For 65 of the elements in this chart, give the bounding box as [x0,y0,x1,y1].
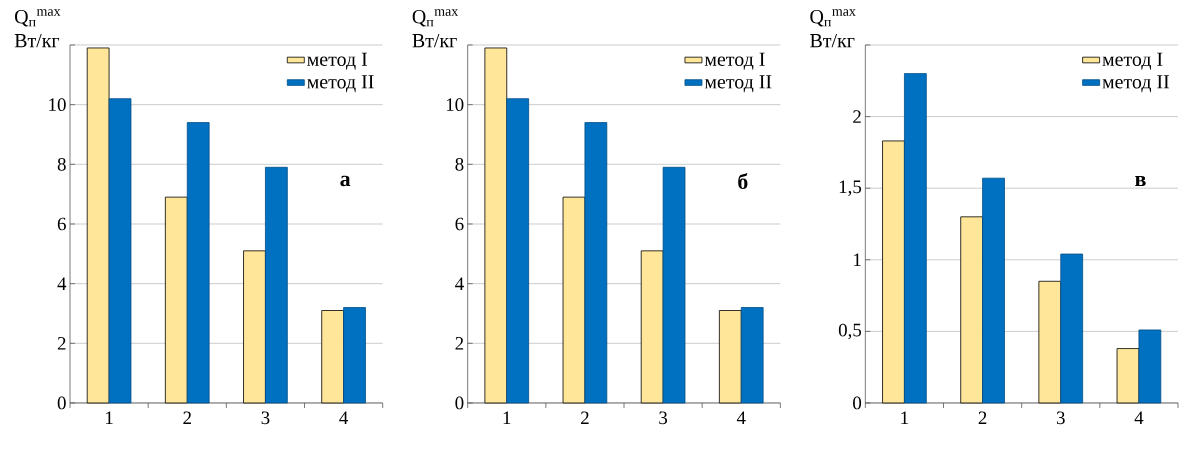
bar [982,177,1005,404]
annotation: в [1135,175,1146,187]
x-tick-label: 1 [901,411,909,424]
text: Q$_{п}$max Вт/кг [14,9,61,48]
x-tick-label: 2 [183,411,191,425]
x-tick-label: 3 [261,411,270,425]
y-tick-label: 1,5 [839,180,862,196]
y-tick-label: 1 [854,253,861,267]
x-tick-label: 4 [736,411,746,424]
bar [343,307,366,404]
bar [640,250,664,404]
bar [1038,280,1062,404]
bar [164,196,188,404]
x-tick-label: 4 [1134,411,1144,424]
bar [265,166,288,404]
bar [108,98,132,404]
y-tick-label: 4 [455,277,464,290]
x-tick-label: 3 [659,411,668,425]
y-tick-label: 2 [455,337,464,350]
y-tick-label: 6 [455,217,464,231]
x-tick-label: 3 [1056,411,1065,425]
y-tick-label: 4 [57,277,67,290]
legend-label: метод I [307,52,368,70]
y-tick-label: 0 [57,396,66,410]
annotation: б [738,173,748,189]
legend-label: метод I [704,52,765,70]
y-tick-label: 2 [853,110,861,123]
legend-label: метод II [1102,75,1170,93]
text: Q$_{п}$max Вт/кг [412,9,459,48]
x-tick-label: 4 [339,411,349,424]
legend-label: метод II [307,75,374,93]
bar [86,47,110,404]
bar [1060,253,1084,404]
x-tick-label: 1 [106,411,113,424]
bar [506,98,530,404]
y-tick-label: 6 [57,217,66,231]
y-tick-label: 2 [57,337,66,350]
legend-label: метод I [1102,52,1163,70]
bar [1138,329,1162,404]
bar [243,250,266,404]
x-tick-label: 1 [503,411,511,424]
bar [562,196,586,404]
bar [718,310,742,404]
annotation: а [340,175,351,187]
bar [186,122,210,404]
bar [882,140,905,404]
bar [960,216,983,404]
bar [584,122,608,404]
x-tick-label: 2 [978,411,987,425]
bar [904,73,927,404]
y-tick-label: 0,5 [838,323,862,340]
bar [740,307,764,404]
y-tick-label: 8 [455,157,464,171]
bar [662,166,686,404]
text: Q$_{п}$max Вт/кг [810,9,856,48]
y-tick-label: 0 [853,396,862,410]
y-tick-label: 10 [446,98,464,112]
y-tick-label: 8 [57,157,66,171]
bar [484,47,508,404]
x-tick-label: 2 [581,411,589,425]
y-tick-label: 0 [455,396,464,410]
legend-label: метод II [704,75,772,93]
bar [1116,348,1140,404]
y-tick-label: 10 [49,98,66,112]
bar [321,310,344,404]
